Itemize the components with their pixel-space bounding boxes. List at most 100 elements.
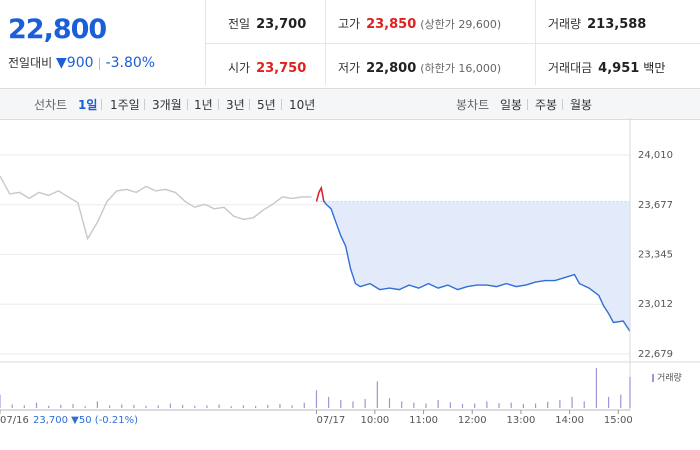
stat-note: (상한가 29,600) — [420, 18, 502, 31]
volume-bar — [108, 405, 111, 408]
volume-bar — [340, 400, 342, 408]
stat: 저가 22,800 (하한가 16,000) — [338, 59, 501, 76]
volume-bar — [413, 402, 415, 408]
y-tick-label: 24,010 — [638, 150, 673, 161]
volume-bar — [303, 402, 305, 408]
volume-bar — [595, 368, 598, 408]
change: 900 — [66, 55, 94, 71]
volume-bar — [279, 404, 281, 408]
period-tab[interactable]: 10년 — [289, 98, 316, 112]
x-tick-label: 12:00 — [458, 415, 487, 426]
period-tab[interactable]: 1주일 — [110, 98, 140, 112]
divider — [187, 99, 188, 110]
volume-bar — [620, 394, 622, 408]
volume-bar — [145, 405, 147, 408]
prev-change-pct: (-0.21%) — [95, 415, 138, 426]
stat-unit: 백만 — [643, 61, 666, 75]
volume-bar — [474, 403, 476, 408]
volume-bar — [169, 403, 172, 408]
divider — [535, 0, 536, 85]
chart: 거래량 23,700 ▼50 (-0.21%) 24,010 23,677 23,3… — [0, 118, 700, 426]
volume-bar — [510, 402, 512, 408]
stat-label: 고가 — [338, 17, 361, 31]
price-line — [315, 185, 631, 332]
stat: 거래대금 4,951 백만 — [548, 59, 665, 76]
volume-bar — [230, 406, 232, 408]
period-tab[interactable]: 3개월 — [152, 98, 182, 112]
stat-value: 23,850 — [366, 17, 417, 32]
volume-bar — [255, 405, 257, 408]
stat-value: 22,800 — [366, 61, 417, 76]
volume-bar — [194, 405, 196, 408]
candle-tab[interactable]: 일봉 — [500, 98, 523, 112]
volume-bar — [629, 376, 631, 408]
period-tab[interactable]: 5년 — [257, 98, 276, 112]
x-tick-label: 15:00 — [604, 415, 633, 426]
divider — [101, 99, 102, 110]
volume-bar — [291, 405, 293, 408]
volume-bar — [267, 404, 269, 408]
volume-bar — [72, 404, 74, 408]
volume-bar — [486, 401, 488, 408]
period-tab[interactable]: 1일 — [78, 98, 98, 112]
volume-bar — [364, 399, 366, 408]
candle-tab[interactable]: 주봉 — [535, 98, 558, 112]
price-box — [0, 0, 206, 85]
divider — [144, 99, 145, 110]
stat-label: 시가 — [228, 61, 251, 75]
stat-label: 거래량 — [548, 17, 582, 31]
y-tick-label: 22,679 — [638, 349, 673, 360]
stat-label: 저가 — [338, 61, 361, 75]
prev-change: 50 — [79, 415, 92, 426]
divider — [527, 99, 528, 110]
volume-bar — [181, 404, 184, 408]
price-line — [0, 175, 312, 241]
divider — [325, 0, 326, 85]
area — [323, 201, 630, 332]
volume-bar — [461, 404, 464, 408]
x-tick-label: 13:00 — [507, 415, 536, 426]
volume-bar — [315, 390, 318, 408]
y-tick-label: 23,012 — [638, 299, 673, 310]
volume-bar — [84, 406, 86, 408]
change-pct: -3.80% — [105, 55, 156, 71]
candle-tab[interactable]: 월봉 — [570, 98, 593, 112]
stat-value: 23,700 — [256, 17, 307, 32]
x-tick-label: 11:00 — [409, 415, 438, 426]
volume-bar — [449, 402, 451, 408]
divider — [206, 43, 700, 44]
divider — [281, 99, 282, 110]
stat: 전일 23,700 — [228, 15, 306, 32]
divider — [249, 99, 250, 110]
stat-value: 23,750 — [256, 61, 307, 76]
volume-bar — [376, 381, 378, 408]
volume-bar — [401, 401, 403, 408]
volume-bar — [157, 405, 159, 408]
y-tick-label: 23,345 — [638, 249, 673, 260]
period-tab[interactable]: 3년 — [226, 98, 245, 112]
volume-bar — [425, 403, 427, 408]
stat-label: 거래대금 — [548, 61, 593, 75]
x-tick-label: 07/16 — [0, 415, 29, 426]
stat-value: 4,951 — [598, 61, 640, 76]
prev-day-summary: 23,700 ▼50 (-0.21%) — [33, 415, 138, 426]
divider — [562, 99, 563, 110]
tab-bar — [0, 88, 700, 120]
stat: 거래량 213,588 — [548, 15, 646, 32]
volume-bar — [534, 403, 537, 408]
volume-bar — [60, 404, 62, 408]
stat: 시가 23,750 — [228, 59, 306, 76]
volume-bar — [559, 400, 561, 408]
volume-bar — [328, 396, 330, 408]
legend-label: 거래량 — [657, 372, 682, 384]
legend-swatch — [652, 374, 654, 382]
stat-note: (하한가 16,000) — [420, 62, 502, 75]
volume-bar — [583, 401, 585, 408]
volume-bar — [571, 396, 573, 408]
volume-bar — [206, 405, 208, 408]
stat-value: 213,588 — [587, 17, 647, 32]
period-tab[interactable]: 1년 — [194, 98, 213, 112]
volume-bar — [218, 404, 220, 408]
change-label: 전일대비 — [8, 56, 53, 70]
